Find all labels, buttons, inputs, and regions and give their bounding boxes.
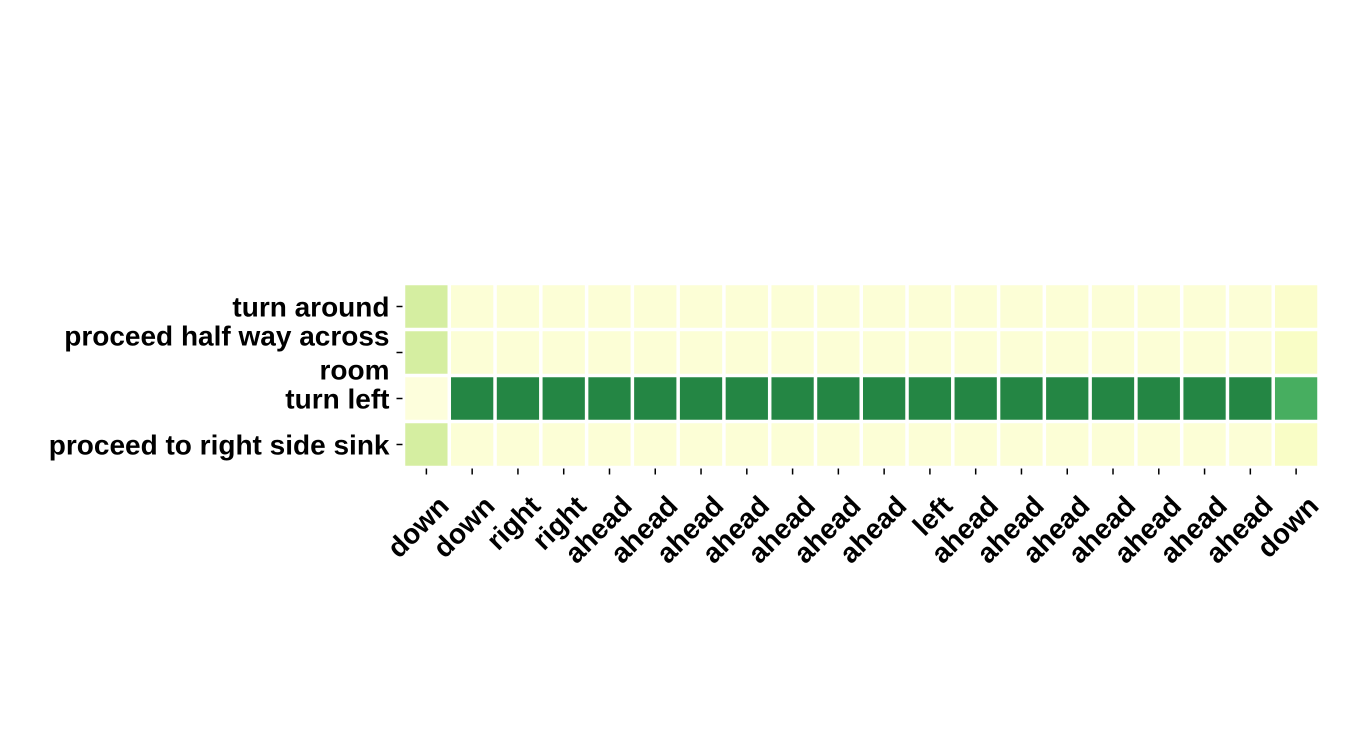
heatmap-cell	[679, 331, 723, 374]
heatmap-cell	[1137, 423, 1180, 466]
heatmap-cell	[817, 377, 860, 420]
heatmap-cell	[496, 331, 540, 374]
heatmap-cells	[405, 285, 1318, 466]
heatmap-cell	[634, 285, 677, 328]
heatmap-cell	[496, 423, 540, 466]
heatmap-cell	[451, 331, 494, 374]
y-tick-label: turn left	[285, 384, 389, 415]
heatmap-cell	[1274, 285, 1318, 328]
heatmap-cell	[954, 331, 997, 374]
heatmap-cell	[1046, 331, 1089, 374]
heatmap-cell	[634, 377, 677, 420]
heatmap-cell	[1046, 285, 1089, 328]
y-tick-label: proceed to right side sink	[49, 430, 390, 461]
heatmap-cell	[542, 331, 585, 374]
heatmap-cell	[405, 285, 448, 328]
heatmap-cell	[1274, 331, 1318, 374]
heatmap-cell	[1229, 285, 1272, 328]
heatmap-cell	[863, 331, 906, 374]
heatmap-cell	[451, 377, 494, 420]
heatmap-cell	[771, 423, 814, 466]
heatmap-cell	[679, 285, 723, 328]
heatmap-cell	[725, 377, 768, 420]
heatmap-cell	[908, 377, 952, 420]
heatmap-cell	[725, 331, 768, 374]
y-tick-label: turn around	[232, 292, 389, 323]
heatmap-cell	[542, 285, 585, 328]
heatmap-cell	[1229, 423, 1272, 466]
heatmap-cell	[908, 331, 952, 374]
heatmap-cell	[1137, 285, 1180, 328]
heatmap-cell	[863, 423, 906, 466]
heatmap-cell	[634, 423, 677, 466]
heatmap-cell	[771, 377, 814, 420]
heatmap-cell	[1046, 423, 1089, 466]
heatmap-cell	[1183, 331, 1226, 374]
heatmap-cell	[725, 285, 768, 328]
heatmap-cell	[451, 423, 494, 466]
y-tick-label: proceed half way across room	[64, 321, 389, 386]
x-axis: downdownrightrightaheadaheadaheadaheadah…	[381, 468, 1324, 569]
heatmap-cell	[1137, 331, 1180, 374]
heatmap-cell	[1091, 377, 1135, 420]
heatmap-cell	[1046, 377, 1089, 420]
heatmap-cell	[863, 377, 906, 420]
heatmap-cell	[1000, 423, 1043, 466]
heatmap-cell	[588, 331, 631, 374]
heatmap-cell	[542, 423, 585, 466]
heatmap-cell	[451, 285, 494, 328]
heatmap-cell	[725, 423, 768, 466]
heatmap-cell	[405, 331, 448, 374]
heatmap-cell	[588, 285, 631, 328]
heatmap-cell	[542, 377, 585, 420]
heatmap-cell	[1183, 285, 1226, 328]
heatmap-cell	[1091, 423, 1135, 466]
heatmap-cell	[954, 377, 997, 420]
heatmap-cell	[1091, 331, 1135, 374]
heatmap-cell	[1274, 377, 1318, 420]
heatmap-cell	[817, 423, 860, 466]
heatmap-cell	[771, 331, 814, 374]
heatmap-cell	[771, 285, 814, 328]
heatmap-cell	[588, 423, 631, 466]
heatmap-cell	[954, 423, 997, 466]
heatmap-cell	[405, 377, 448, 420]
heatmap-cell	[1137, 377, 1180, 420]
heatmap-cell	[817, 285, 860, 328]
heatmap-cell	[908, 423, 952, 466]
heatmap-cell	[679, 423, 723, 466]
heatmap-cell	[954, 285, 997, 328]
heatmap-cell	[1000, 377, 1043, 420]
heatmap-cell	[1274, 423, 1318, 466]
heatmap-cell	[496, 377, 540, 420]
heatmap-cell	[1183, 377, 1226, 420]
heatmap-cell	[1183, 423, 1226, 466]
heatmap-cell	[863, 285, 906, 328]
heatmap-cell	[1229, 377, 1272, 420]
heatmap-cell	[496, 285, 540, 328]
heatmap-cell	[1000, 331, 1043, 374]
heatmap-cell	[817, 331, 860, 374]
heatmap-cell	[405, 423, 448, 466]
heatmap-cell	[588, 377, 631, 420]
heatmap-cell	[679, 377, 723, 420]
heatmap-cell	[1091, 285, 1135, 328]
heatmap-cell	[1229, 331, 1272, 374]
heatmap-cell	[634, 331, 677, 374]
heatmap-cell	[908, 285, 952, 328]
heatmap-cell	[1000, 285, 1043, 328]
